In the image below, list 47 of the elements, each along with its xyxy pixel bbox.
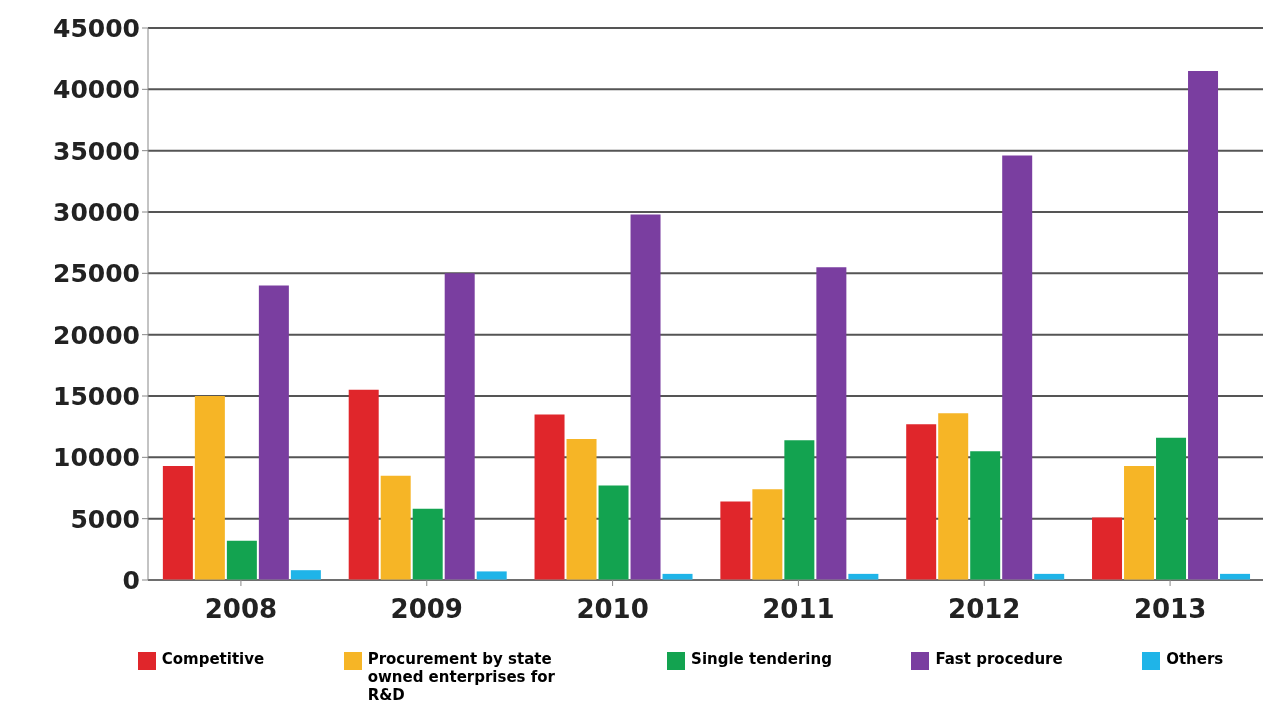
bar <box>720 501 751 580</box>
bar <box>476 571 507 580</box>
x-tick-label: 2013 <box>1133 594 1207 625</box>
bar <box>1188 70 1219 580</box>
y-tick-label: 5000 <box>70 504 140 534</box>
x-tick-label: 2009 <box>390 594 463 625</box>
x-tick-label: 2012 <box>948 594 1021 625</box>
bar <box>534 414 565 580</box>
legend-label: Others <box>1166 650 1224 668</box>
bar <box>784 440 815 580</box>
bar <box>194 396 225 580</box>
y-tick-label: 0 <box>122 565 140 595</box>
bar <box>598 485 629 580</box>
bar <box>444 273 475 580</box>
bar <box>412 508 443 580</box>
bar <box>226 540 257 580</box>
legend-label: Competitive <box>161 650 265 668</box>
y-tick-label: 20000 <box>53 320 140 350</box>
bar <box>1124 465 1155 580</box>
y-tick-label: 45000 <box>53 13 140 43</box>
bar <box>752 489 783 580</box>
y-tick-label: 30000 <box>53 197 140 227</box>
bar <box>816 267 847 580</box>
y-tick-label: 40000 <box>53 75 140 105</box>
bar <box>938 413 969 580</box>
x-tick-label: 2008 <box>204 594 278 625</box>
bar <box>1156 437 1187 580</box>
bar <box>258 285 289 580</box>
x-tick-label: 2010 <box>576 594 649 625</box>
y-tick-label: 10000 <box>53 443 140 473</box>
bar <box>290 570 321 580</box>
bar <box>1092 517 1123 580</box>
bar <box>906 424 937 580</box>
legend-label: Fast procedure <box>935 650 1063 668</box>
bar <box>1002 155 1033 580</box>
legend-label: Single tendering <box>691 650 832 668</box>
bar <box>162 465 193 580</box>
bar <box>380 475 411 580</box>
bar <box>348 389 379 580</box>
x-tick-label: 2011 <box>762 594 835 625</box>
y-tick-label: 25000 <box>53 259 140 289</box>
bar <box>970 451 1001 580</box>
y-tick-label: 15000 <box>53 381 140 411</box>
bar <box>566 438 597 580</box>
bar <box>630 214 661 580</box>
y-tick-label: 35000 <box>53 136 140 166</box>
legend-label: Procurement by state owned enterprises for R&D <box>367 650 556 704</box>
